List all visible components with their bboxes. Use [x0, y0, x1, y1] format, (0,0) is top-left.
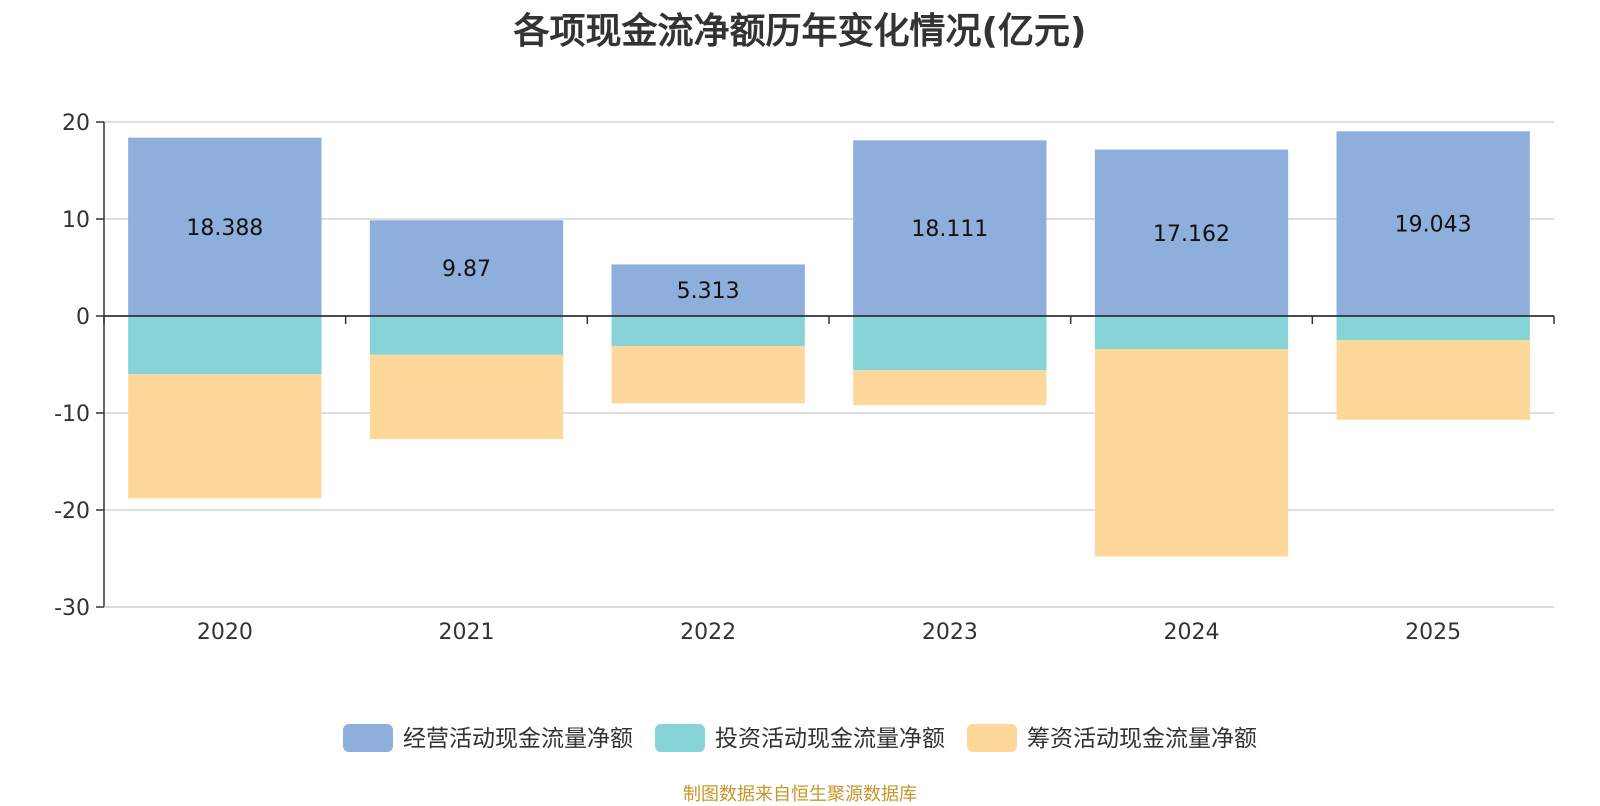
- y-tick-label: -30: [54, 596, 90, 621]
- data-label-2023: 18.111: [911, 217, 988, 242]
- x-tick-label: 2021: [439, 620, 495, 645]
- bar-2021-series-0: [369, 220, 564, 316]
- x-tick-label: 2020: [197, 620, 253, 645]
- data-label-2020: 18.388: [186, 216, 263, 241]
- y-tick-label: 10: [62, 208, 90, 233]
- data-label-2025: 19.043: [1395, 213, 1472, 238]
- bar-2022-series-0: [611, 264, 805, 316]
- bar-2023-series-0: [853, 140, 1047, 316]
- legend-label-2: 筹资活动现金流量净额: [1027, 726, 1257, 752]
- legend-label-0: 经营活动现金流量净额: [403, 726, 633, 752]
- bar-2020-series-2: [128, 374, 322, 499]
- bar-2022-series-1: [611, 316, 805, 347]
- legend-swatch-2: [967, 724, 1017, 752]
- data-label-2022: 5.313: [677, 279, 740, 304]
- x-tick-label: 2023: [922, 620, 978, 645]
- bar-2024-series-1: [1094, 316, 1289, 349]
- bar-2023-series-1: [853, 316, 1047, 371]
- y-tick-label: 20: [62, 111, 90, 136]
- bar-2024-series-0: [1094, 149, 1289, 316]
- bars: [128, 131, 1530, 557]
- axes: 20 10 0 -10 -20 -30 2020 2021 2022 2023 2024 2025: [54, 111, 1555, 645]
- data-label-2024: 17.162: [1153, 222, 1230, 247]
- bar-2020-series-0: [128, 137, 322, 316]
- bar-2022-series-2: [611, 346, 805, 404]
- x-tick-label: 2025: [1405, 620, 1461, 645]
- legend-swatch-1: [655, 724, 705, 752]
- bar-2025-series-2: [1336, 340, 1530, 420]
- y-tick-label: -20: [54, 499, 90, 524]
- source-note: 制图数据来自恒生聚源数据库: [683, 784, 917, 805]
- bar-2021-series-2: [369, 354, 564, 440]
- y-tick-label: 0: [76, 305, 90, 330]
- bar-2025-series-0: [1336, 131, 1530, 316]
- bar-2025-series-1: [1336, 316, 1530, 341]
- legend: 经营活动现金流量净额 投资活动现金流量净额 筹资活动现金流量净额: [343, 724, 1257, 752]
- legend-swatch-0: [343, 724, 393, 752]
- bar-2023-series-2: [853, 370, 1047, 406]
- chart-title: 各项现金流净额历年变化情况(亿元): [513, 11, 1087, 52]
- x-tick-label: 2024: [1164, 620, 1220, 645]
- y-tick-label: -10: [54, 402, 90, 427]
- bar-2021-series-1: [369, 316, 564, 355]
- bar-2020-series-1: [128, 316, 322, 375]
- legend-label-1: 投资活动现金流量净额: [715, 726, 945, 752]
- gridlines: [104, 121, 1554, 608]
- x-tick-label: 2022: [680, 620, 736, 645]
- data-labels: 18.388 9.87 5.313 18.111 17.162 19.043: [186, 213, 1471, 305]
- data-label-2021: 9.87: [442, 257, 491, 282]
- bar-2024-series-2: [1094, 348, 1289, 557]
